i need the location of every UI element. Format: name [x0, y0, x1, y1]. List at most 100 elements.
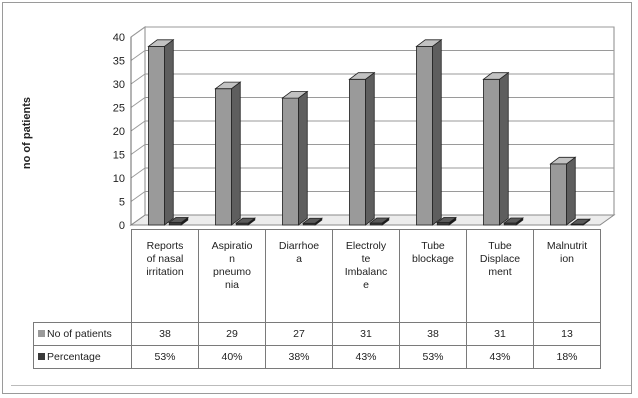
percentage-row: Percentage 53% 40% 38% 43% 53% 43% 18% — [33, 345, 601, 369]
category-label-line: n — [229, 253, 235, 265]
percentage-value: 53% — [131, 345, 199, 369]
percentage-value: 38% — [265, 345, 333, 369]
bar-patients-front — [416, 46, 433, 226]
y-tick-label: 15 — [113, 150, 125, 162]
patients-value: 29 — [198, 322, 266, 346]
patients-value: 38 — [131, 322, 199, 346]
y-tick-label: 30 — [113, 79, 125, 91]
y-tick-label: 10 — [113, 173, 125, 185]
y-tick-label: 20 — [113, 126, 125, 138]
category-label-line: Tube — [421, 240, 445, 252]
patients-value: 38 — [399, 322, 467, 346]
category-label-line: e — [363, 279, 369, 291]
bottom-rule — [11, 385, 631, 386]
bar-patients-top — [482, 72, 510, 80]
bar-patients-side — [499, 71, 509, 226]
bar-patients — [147, 38, 175, 226]
bar-patients-front — [349, 78, 366, 226]
bar-patients-top — [415, 39, 443, 47]
gridline-side — [130, 50, 146, 61]
gridline-side — [130, 144, 146, 155]
bar-patients-top — [281, 91, 309, 99]
gridline-side — [130, 167, 146, 179]
bar-patients-side — [298, 90, 308, 226]
percentage-value: 43% — [332, 345, 400, 369]
y-axis-label: no of patients — [21, 96, 33, 170]
bar-patients — [348, 71, 376, 226]
y-tick-label: 5 — [119, 197, 125, 209]
legend-key-patients — [38, 330, 45, 338]
legend-entry-patients: No of patients — [33, 322, 132, 346]
category-label-line: blockage — [411, 253, 455, 265]
bar-percentage-top — [436, 217, 458, 223]
category-label-line: Imbalanc — [344, 266, 388, 278]
category-label-line: a — [296, 253, 302, 265]
patients-value: 31 — [466, 322, 534, 346]
category-label-line: Reports — [146, 240, 184, 252]
bar-patients — [214, 81, 242, 226]
gridline-side — [130, 73, 146, 85]
category-label-line: nia — [224, 279, 239, 291]
category-label-line: ion — [559, 253, 574, 265]
category-label-line: ment — [488, 266, 512, 278]
category-label-line: Displace — [479, 253, 521, 265]
bar-percentage-top — [302, 217, 324, 224]
bar-patients-top — [348, 72, 376, 80]
percentage-value: 43% — [466, 345, 534, 369]
category-label-line: Aspiratio — [211, 240, 253, 252]
bar-patients-side — [365, 71, 375, 226]
y-tick-label: 35 — [113, 56, 125, 68]
legend-entry-percentage: Percentage — [33, 345, 132, 369]
category-label: Tube blockage — [399, 229, 467, 323]
bar-percentage-top — [168, 217, 190, 223]
category-label-line: Tube — [488, 240, 512, 252]
bar-patients — [482, 71, 510, 226]
bar-patients — [549, 156, 577, 226]
category-label-line: te — [361, 253, 371, 265]
bar-patients-front — [483, 78, 500, 226]
percentage-value: 40% — [198, 345, 266, 369]
bar-percentage-top — [369, 217, 391, 224]
bar-percentage-top — [235, 217, 257, 224]
bar-patients-top — [147, 39, 175, 47]
category-label: Reports of nasal irritation — [131, 229, 199, 323]
bar-patients-front — [550, 163, 567, 226]
data-table: Reports of nasal irritation Aspiratio n pneum… — [33, 229, 601, 369]
category-label-line: Malnutrit — [546, 240, 588, 252]
category-label-row: Reports of nasal irritation Aspiratio n pneum… — [34, 229, 601, 323]
y-axis-ticks: 0 5 10 15 20 25 30 35 40 — [113, 32, 132, 232]
category-label-line: of nasal — [146, 253, 184, 265]
percentage-value: 18% — [533, 345, 601, 369]
bar-percentage — [369, 217, 391, 226]
bars — [147, 38, 592, 226]
bar-chart: 0 5 10 15 20 25 30 35 40 — [113, 26, 616, 232]
y-tick-label: 0 — [119, 220, 125, 232]
y-tick-label: 25 — [113, 103, 125, 115]
category-label-line: pneumo — [213, 266, 251, 278]
gridline-side — [130, 26, 146, 38]
bar-patients — [281, 90, 309, 226]
bar-patients-side — [432, 39, 442, 226]
category-label-line: Electroly — [345, 240, 387, 252]
bar-percentage — [570, 218, 592, 226]
gridline-side — [130, 120, 146, 132]
bar-percentage-top — [503, 217, 525, 224]
legend-key-percentage — [38, 353, 45, 361]
bar-patients-side — [566, 156, 576, 226]
bar-patients — [415, 39, 443, 226]
bar-patients-front — [215, 88, 232, 226]
gridline-side — [130, 97, 146, 108]
bar-patients-top — [549, 156, 577, 165]
category-label: Electroly te Imbalanc e — [332, 229, 400, 323]
category-label: Tube Displace ment — [466, 229, 534, 323]
chart-frame: 0 5 10 15 20 25 30 35 40 no of patients Reports o… — [2, 2, 632, 394]
patients-value: 13 — [533, 322, 601, 346]
patients-value: 27 — [265, 322, 333, 346]
bar-patients-side — [231, 81, 241, 226]
bar-patients-side — [164, 38, 174, 226]
patients-value: 31 — [332, 322, 400, 346]
bar-patients-top — [214, 81, 242, 90]
bar-patients-front — [282, 97, 299, 226]
bar-patients-front — [148, 46, 165, 226]
bar-percentage-top — [570, 218, 592, 225]
